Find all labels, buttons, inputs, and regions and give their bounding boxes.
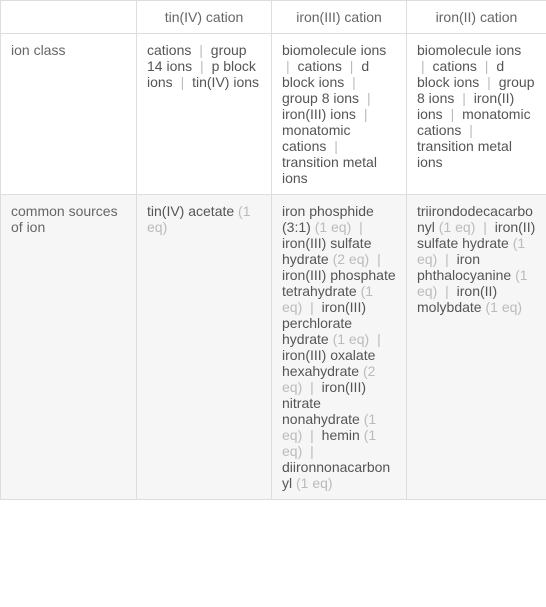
- row-label: common sources of ion: [1, 195, 137, 500]
- separator: |: [282, 58, 294, 74]
- table-row: common sources of iontin(IV) acetate (1 …: [1, 195, 546, 500]
- cell-term: tin(IV) acetate: [147, 203, 234, 219]
- cell-note: (1 eq): [333, 331, 370, 347]
- cell-term: cations: [433, 58, 477, 74]
- comparison-table: tin(IV) cation iron(III) cation iron(II)…: [0, 0, 546, 500]
- cell-term: iron(III) ions: [282, 106, 356, 122]
- separator: |: [355, 219, 367, 235]
- cell-term: hemin: [322, 427, 360, 443]
- separator: |: [481, 58, 493, 74]
- separator: |: [196, 58, 208, 74]
- table-header-row: tin(IV) cation iron(III) cation iron(II)…: [1, 1, 546, 34]
- table-cell: biomolecule ions | cations | d block ion…: [407, 34, 546, 195]
- cell-note: (1 eq): [439, 219, 476, 235]
- table-cell: triirondodecacarbonyl (1 eq) | iron(II) …: [407, 195, 546, 500]
- separator: |: [483, 74, 495, 90]
- cell-term: iron(III) oxalate hexahydrate: [282, 347, 375, 379]
- separator: |: [458, 90, 470, 106]
- table-cell: cations | group 14 ions | p block ions |…: [137, 34, 272, 195]
- cell-term: iron(III) phosphate tetrahydrate: [282, 267, 396, 299]
- separator: |: [441, 283, 453, 299]
- table-row: ion classcations | group 14 ions | p blo…: [1, 34, 546, 195]
- cell-term: transition metal ions: [417, 138, 512, 170]
- cell-note: (1 eq): [296, 475, 333, 491]
- separator: |: [306, 379, 318, 395]
- cell-term: cations: [298, 58, 342, 74]
- cell-note: (2 eq): [333, 251, 370, 267]
- separator: |: [373, 331, 385, 347]
- cell-term: group 8 ions: [282, 90, 359, 106]
- separator: |: [373, 251, 385, 267]
- cell-term: cations: [147, 42, 191, 58]
- separator: |: [417, 58, 429, 74]
- separator: |: [195, 42, 207, 58]
- table-cell: tin(IV) acetate (1 eq): [137, 195, 272, 500]
- row-label: ion class: [1, 34, 137, 195]
- separator: |: [363, 90, 375, 106]
- separator: |: [177, 74, 189, 90]
- column-header: iron(III) cation: [272, 1, 407, 34]
- separator: |: [330, 138, 342, 154]
- column-header: iron(II) cation: [407, 1, 546, 34]
- cell-term: transition metal ions: [282, 154, 377, 186]
- cell-term: biomolecule ions: [282, 42, 386, 58]
- separator: |: [465, 122, 477, 138]
- cell-note: (1 eq): [315, 219, 352, 235]
- separator: |: [306, 427, 318, 443]
- column-header-blank: [1, 1, 137, 34]
- table-cell: biomolecule ions | cations | d block ion…: [272, 34, 407, 195]
- cell-note: (1 eq): [485, 299, 522, 315]
- separator: |: [348, 74, 360, 90]
- separator: |: [346, 58, 358, 74]
- separator: |: [447, 106, 459, 122]
- separator: |: [360, 106, 372, 122]
- separator: |: [306, 299, 318, 315]
- separator: |: [479, 219, 491, 235]
- separator: |: [306, 443, 318, 459]
- separator: |: [441, 251, 453, 267]
- cell-term: biomolecule ions: [417, 42, 521, 58]
- column-header: tin(IV) cation: [137, 1, 272, 34]
- table-cell: iron phosphide (3:1) (1 eq) | iron(III) …: [272, 195, 407, 500]
- cell-term: tin(IV) ions: [192, 74, 259, 90]
